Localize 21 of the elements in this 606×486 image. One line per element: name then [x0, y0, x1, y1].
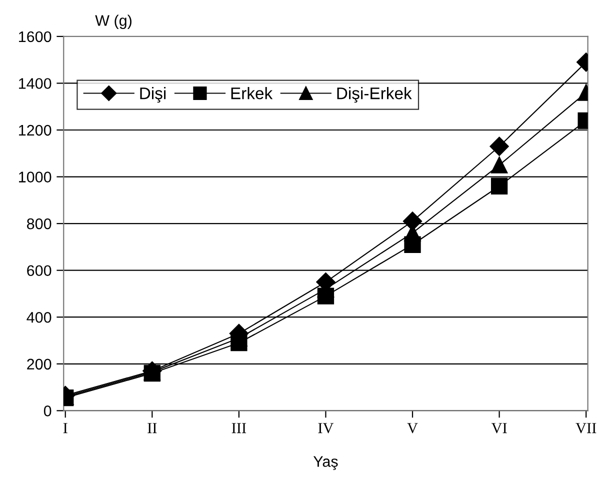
x-tick-label: I — [63, 423, 68, 434]
x-tick-label: VII — [576, 423, 596, 434]
y-tick-label: 1000 — [19, 172, 52, 182]
legend-label: Dişi — [140, 87, 166, 103]
x-tick-label: II — [148, 423, 157, 434]
y-tick-label: 0 — [44, 406, 52, 416]
x-tick-label: IV — [318, 423, 334, 434]
y-tick-label: 1600 — [19, 31, 52, 42]
y-tick-label: 1200 — [19, 124, 52, 136]
x-tick-label: V — [407, 423, 418, 434]
legend-label: Dişi-Erkek — [337, 87, 412, 103]
y-tick-label: 400 — [26, 312, 52, 323]
y-tick-label: 1400 — [19, 78, 52, 89]
legend-label: Erkek — [231, 87, 273, 100]
y-tick-label: 200 — [27, 358, 52, 370]
x-axis-title: Yaş — [313, 456, 338, 470]
y-tick-label: 800 — [27, 218, 52, 230]
x-tick-label: III — [232, 423, 246, 434]
x-tick-label: VI — [491, 423, 507, 434]
y-tick-label: 600 — [27, 265, 52, 276]
y-axis-title: W (g) — [95, 14, 132, 29]
